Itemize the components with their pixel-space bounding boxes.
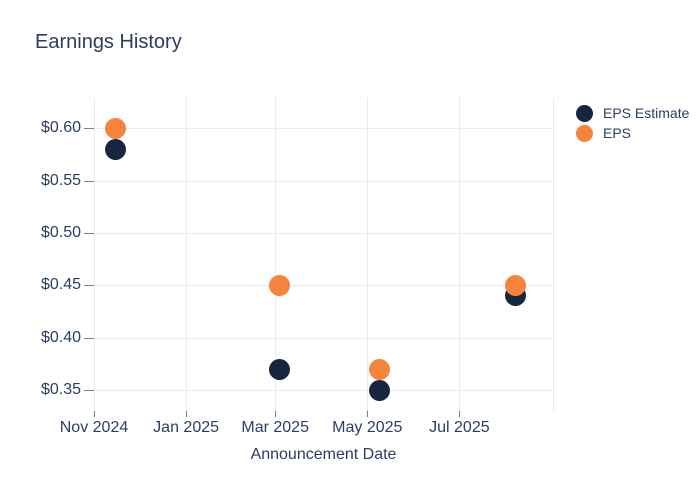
- y-tick-mark: [84, 128, 94, 130]
- data-point-eps-estimate-1[interactable]: [269, 358, 291, 380]
- y-tick-mark: [84, 390, 94, 392]
- y-gridline: [94, 128, 553, 130]
- chart-title: Earnings History: [35, 31, 182, 53]
- y-tick-mark: [84, 233, 94, 235]
- data-point-eps-3[interactable]: [504, 274, 526, 296]
- x-tick-label: Jan 2025: [153, 419, 220, 436]
- x-gridline: [553, 98, 554, 411]
- y-gridline: [94, 180, 553, 182]
- y-tick-mark: [84, 337, 94, 339]
- legend-item-eps-estimate[interactable]: EPS Estimate: [576, 103, 689, 123]
- y-tick-label: $0.50: [40, 224, 81, 242]
- y-tick-label: $0.55: [40, 171, 81, 189]
- legend-marker-icon: [576, 104, 593, 122]
- x-tick-mark: [275, 411, 277, 417]
- legend-label: EPS: [603, 125, 632, 141]
- legend-item-eps[interactable]: EPS: [576, 123, 689, 143]
- x-tick-label: Jul 2025: [429, 419, 490, 436]
- x-gridline: [367, 98, 369, 411]
- y-tick-label: $0.40: [40, 328, 81, 346]
- y-tick-mark: [84, 180, 94, 182]
- legend-marker-icon: [576, 124, 593, 142]
- data-point-eps-estimate-0[interactable]: [104, 138, 126, 160]
- y-gridline: [94, 390, 553, 392]
- x-gridline: [275, 98, 277, 411]
- y-tick-label: $0.45: [40, 276, 81, 294]
- y-tick-mark: [84, 285, 94, 287]
- y-tick-label: $0.60: [40, 119, 81, 137]
- y-gridline: [94, 233, 553, 235]
- x-tick-mark: [367, 411, 369, 417]
- plot-area[interactable]: [94, 98, 554, 411]
- x-tick-label: Mar 2025: [241, 419, 309, 436]
- y-gridline: [94, 285, 553, 287]
- x-tick-label: May 2025: [332, 419, 403, 436]
- y-tick-label: $0.35: [40, 381, 81, 399]
- x-tick-mark: [94, 411, 95, 417]
- data-point-eps-1[interactable]: [269, 274, 291, 296]
- legend-label: EPS Estimate: [603, 105, 690, 121]
- x-tick-mark: [186, 411, 188, 417]
- x-gridline: [94, 98, 95, 411]
- x-tick-label: Nov 2024: [59, 419, 129, 436]
- x-tick-mark: [459, 411, 461, 417]
- x-gridline: [186, 98, 188, 411]
- legend: EPS Estimate EPS: [576, 103, 689, 143]
- y-gridline: [94, 337, 553, 339]
- x-gridline: [459, 98, 461, 411]
- data-point-eps-2[interactable]: [368, 358, 390, 380]
- x-axis-title: Announcement Date: [250, 446, 397, 463]
- data-point-eps-estimate-2[interactable]: [368, 379, 390, 401]
- data-point-eps-0[interactable]: [104, 117, 126, 139]
